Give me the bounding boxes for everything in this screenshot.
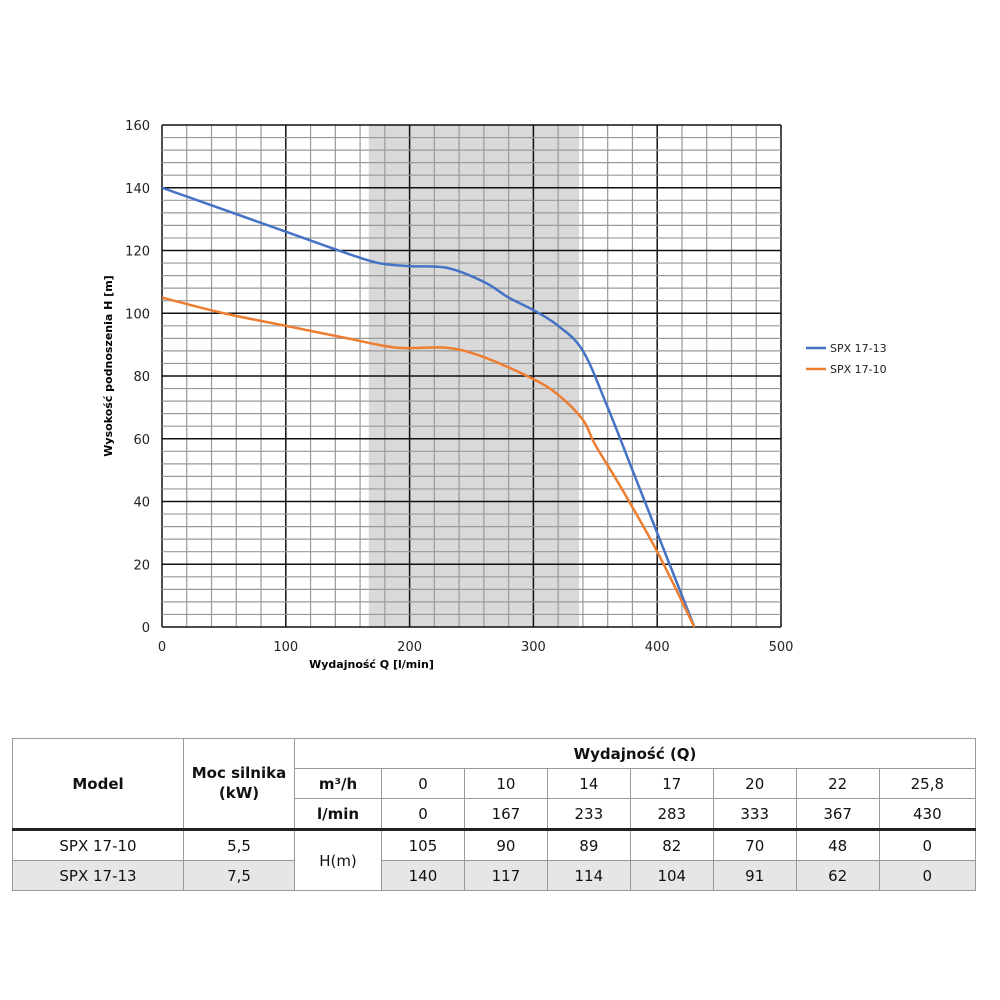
flow-header: Wydajność (Q): [294, 738, 976, 769]
table-cell: 104: [629, 860, 714, 891]
y-tick-label: 160: [125, 119, 150, 134]
model-header: Model: [12, 738, 184, 830]
power-cell: 5,5: [183, 828, 295, 861]
x-tick-label: 200: [397, 640, 422, 655]
model-cell: SPX 17-10: [12, 828, 184, 861]
y-tick-label: 80: [133, 370, 150, 385]
model-cell: SPX 17-13: [12, 860, 184, 891]
table-cell: 70: [712, 828, 797, 861]
pump-curve-chart: 0 100 200 300 400 500 0 20 40 60 80 100 120 140 160 Wyd…: [102, 119, 887, 671]
table-cell: 62: [795, 860, 880, 891]
table-cell: 0: [381, 768, 465, 799]
table-cell: 48: [795, 828, 880, 861]
table-cell: 14: [546, 768, 631, 799]
x-tick-label: 0: [158, 640, 166, 655]
table-cell: 17: [629, 768, 714, 799]
table-cell: 333: [712, 798, 797, 830]
power-header: Moc silnika (kW): [183, 738, 295, 830]
table-cell: 105: [381, 828, 465, 861]
y-tick-label: 120: [125, 245, 150, 260]
power-cell: 7,5: [183, 860, 295, 891]
table-cell: 233: [546, 798, 631, 830]
y-tick-label: 100: [125, 307, 150, 322]
h-label: H(m): [294, 828, 382, 891]
y-tick-label: 0: [142, 621, 150, 636]
table-cell: 25,8: [878, 768, 977, 799]
table-cell: 82: [629, 828, 714, 861]
table-cell: 430: [878, 798, 977, 830]
x-tick-label: 100: [273, 640, 298, 655]
table-cell: 22: [795, 768, 880, 799]
x-tick-label: 500: [769, 640, 794, 655]
table-cell: 89: [546, 828, 631, 861]
table-cell: 0: [381, 798, 465, 830]
x-tick-label: 400: [645, 640, 670, 655]
table-cell: 167: [463, 798, 548, 830]
table-cell: 90: [463, 828, 548, 861]
series-line-spx-17-13: [161, 186, 696, 628]
y-tick-label: 60: [133, 433, 150, 448]
table-cell: 0: [878, 828, 977, 861]
legend-label: SPX 17-13: [830, 342, 887, 355]
x-axis-label: Wydajność Q [l/min]: [309, 658, 434, 671]
unit-m3h: m³/h: [294, 768, 382, 799]
table-cell: 117: [463, 860, 548, 891]
table-cell: 10: [463, 768, 548, 799]
table-cell: 140: [381, 860, 465, 891]
table-cell: 114: [546, 860, 631, 891]
y-tick-label: 20: [133, 558, 150, 573]
y-tick-label: 140: [125, 182, 150, 197]
y-axis-label: Wysokość podnoszenia H [m]: [102, 275, 115, 456]
table-cell: 20: [712, 768, 797, 799]
x-tick-label: 300: [521, 640, 546, 655]
table-cell: 0: [878, 860, 977, 891]
performance-table: Model Moc silnika (kW) Wydajność (Q) m³/…: [12, 738, 977, 891]
table-cell: 283: [629, 798, 714, 830]
table-cell: 91: [712, 860, 797, 891]
series-line-spx-17-10: [161, 296, 696, 628]
legend-label: SPX 17-10: [830, 363, 887, 376]
unit-lmin: l/min: [294, 798, 382, 830]
table-cell: 367: [795, 798, 880, 830]
y-tick-label: 40: [133, 496, 150, 511]
